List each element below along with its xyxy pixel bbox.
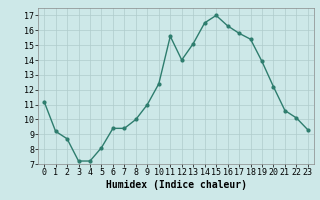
X-axis label: Humidex (Indice chaleur): Humidex (Indice chaleur): [106, 180, 246, 190]
